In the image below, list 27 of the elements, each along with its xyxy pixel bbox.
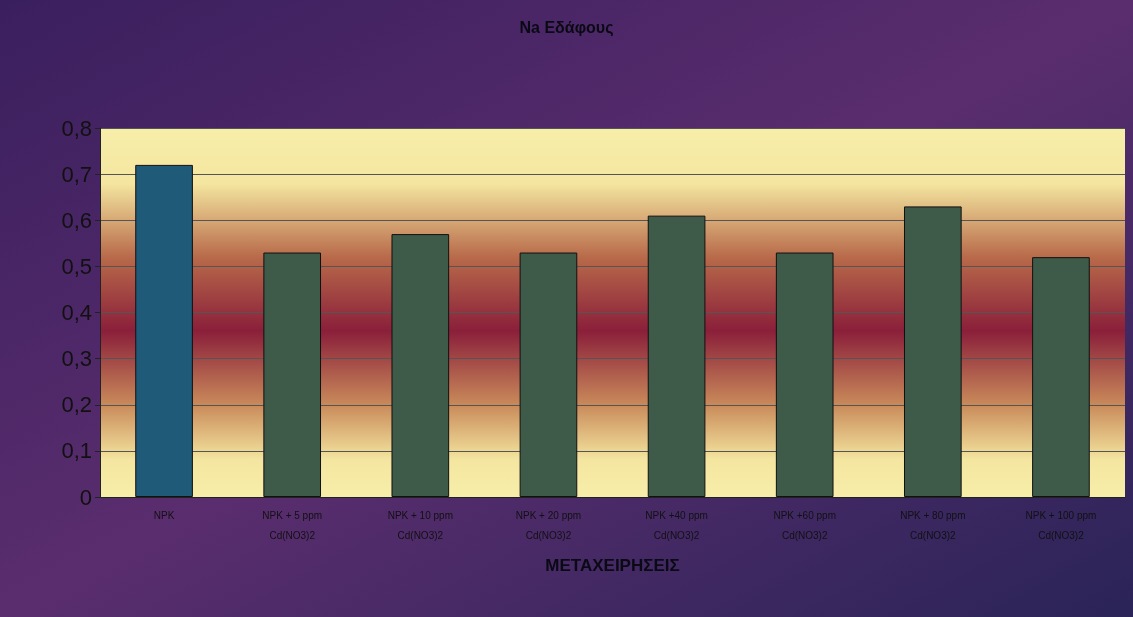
y-tick-label: 0,4	[61, 300, 92, 325]
y-tick-label: 0,2	[61, 392, 92, 418]
x-tick-label: NPK	[153, 509, 175, 521]
bar	[903, 206, 962, 497]
chart-title: Na Εδάφους	[519, 18, 614, 37]
x-tick-label: NPK + 10 ppm Cd(NO3)2	[387, 509, 453, 541]
y-tick-label: 0,6	[61, 207, 92, 233]
x-tick-label: NPK + 100 ppm Cd(NO3)2	[1025, 509, 1097, 541]
x-axis-title: ΜΕΤΑΧΕΙΡΗΣΕΙΣ	[545, 556, 680, 575]
bar	[647, 215, 706, 497]
x-tick-label: NPK + 20 ppm Cd(NO3)2	[515, 509, 582, 541]
y-tick-label: 0,7	[61, 161, 92, 187]
x-tick-label: NPK + 5 ppm Cd(NO3)2	[262, 509, 323, 541]
y-tick-label: 0	[79, 484, 92, 510]
x-tick-label: NPK +40 ppm Cd(NO3)2	[645, 509, 708, 541]
x-tick-label: NPK + 80 ppm Cd(NO3)2	[900, 509, 966, 541]
bar	[775, 252, 834, 497]
bar	[519, 252, 578, 497]
y-tick-label: 0,5	[61, 253, 92, 279]
bar	[263, 252, 322, 497]
bar	[1032, 257, 1090, 497]
y-tick-label: 0,3	[61, 346, 92, 372]
y-tick-label: 0,1	[61, 438, 92, 464]
bar	[391, 234, 450, 497]
x-tick-label: NPK +60 ppm Cd(NO3)2	[773, 509, 836, 541]
bar	[135, 164, 193, 497]
y-tick-label: 0,8	[61, 115, 92, 141]
